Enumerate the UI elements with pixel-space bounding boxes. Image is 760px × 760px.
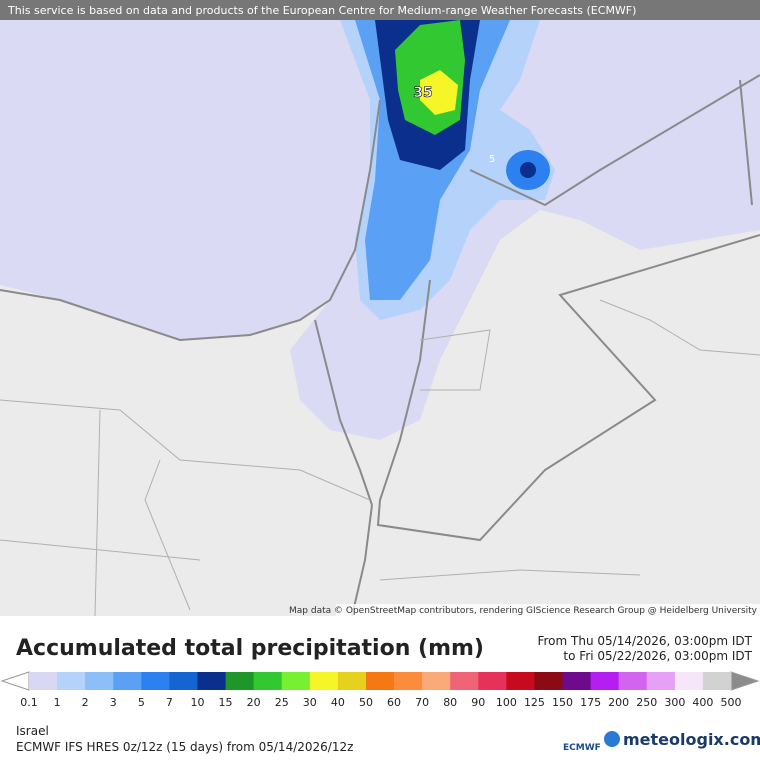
- legend-swatch: [646, 672, 676, 690]
- legend-tick-label: 500: [721, 696, 742, 709]
- legend-swatch: [57, 672, 86, 690]
- legend-tick-label: 300: [664, 696, 685, 709]
- legend-under: [0, 671, 30, 691]
- legend-tick-label: 1: [54, 696, 61, 709]
- model: ECMWF IFS HRES 0z/12z (15 days) from 05/…: [16, 740, 354, 754]
- legend-tick-label: 175: [580, 696, 601, 709]
- legend-swatch: [450, 672, 479, 690]
- legend-tick-label: 40: [331, 696, 345, 709]
- legend-title: Accumulated total precipitation (mm): [16, 636, 484, 661]
- legend-swatch: [590, 672, 620, 690]
- legend-tick-label: 7: [166, 696, 173, 709]
- attribution-bar: [0, 0, 760, 20]
- brand: meteologix.com: [623, 730, 760, 749]
- map-label: 35: [413, 85, 432, 101]
- legend-tick-label: 25: [275, 696, 289, 709]
- legend-tick-label: 60: [387, 696, 401, 709]
- legend-tick-label: 100: [496, 696, 517, 709]
- legend-swatch: [337, 672, 367, 690]
- legend-swatch: [197, 672, 227, 690]
- map-label: 5: [489, 154, 495, 165]
- legend-swatch: [562, 672, 592, 690]
- ecmwf-logo: ECMWF: [563, 743, 601, 753]
- legend-tick-label: 15: [219, 696, 233, 709]
- attribution: This service is based on data and produc…: [7, 4, 636, 17]
- to-date: to Fri 05/22/2026, 03:00pm IDT: [563, 649, 752, 663]
- legend-swatch: [225, 672, 255, 690]
- legend-swatch: [506, 672, 535, 690]
- legend-swatch: [674, 672, 704, 690]
- legend-swatch: [253, 672, 283, 690]
- legend-swatch: [534, 672, 564, 690]
- legend-tick-label: 3: [110, 696, 117, 709]
- legend-swatch: [618, 672, 648, 690]
- legend-swatch: [702, 672, 732, 690]
- borders: [0, 74, 760, 616]
- legend-tick-label: 250: [636, 696, 657, 709]
- region: Israel: [16, 724, 49, 738]
- legend-tick-label: 20: [247, 696, 261, 709]
- sea-precip: [0, 20, 380, 340]
- precip-30: [420, 70, 458, 115]
- legend-swatch: [29, 672, 58, 690]
- legend-tick-label: 90: [471, 696, 485, 709]
- legend-swatch: [394, 672, 423, 690]
- brand-icon: [604, 731, 620, 747]
- precip-10: [520, 162, 536, 178]
- minor-borders: [0, 299, 760, 616]
- legend-swatch: [422, 672, 451, 690]
- legend-tick-label: 10: [190, 696, 204, 709]
- legend-swatch: [281, 672, 311, 690]
- from-date: From Thu 05/14/2026, 03:00pm IDT: [537, 634, 752, 648]
- legend-tick-label: 400: [692, 696, 713, 709]
- legend-swatch: [85, 672, 114, 690]
- map: This service is based on data and produc…: [0, 0, 760, 616]
- legend-tick-label: 150: [552, 696, 573, 709]
- legend-tick-label: 50: [359, 696, 373, 709]
- credit-bg: [336, 604, 760, 616]
- legend-tick-label: 80: [443, 696, 457, 709]
- legend-swatch: [141, 672, 170, 690]
- legend-swatch: [309, 672, 339, 690]
- legend-swatch: [365, 672, 395, 690]
- map-credit: Map data © OpenStreetMap contributors, r…: [289, 606, 758, 616]
- legend-tick-label: 2: [82, 696, 89, 709]
- legend-tick-label: 30: [303, 696, 317, 709]
- legend-tick-label: 0.1: [20, 696, 38, 709]
- legend-swatch: [113, 672, 142, 690]
- legend-tick-label: 70: [415, 696, 429, 709]
- legend-swatch: [169, 672, 198, 690]
- legend-tick-label: 125: [524, 696, 545, 709]
- colorbar: 0.1 1 2 3 5 7 10 15 20 25 30 40 50 60 70 80 90 100 125 150 1…: [0, 671, 760, 709]
- legend-over: [730, 671, 760, 691]
- legend-tick-label: 200: [608, 696, 629, 709]
- legend-swatch: [478, 672, 507, 690]
- legend-tick-label: 5: [138, 696, 145, 709]
